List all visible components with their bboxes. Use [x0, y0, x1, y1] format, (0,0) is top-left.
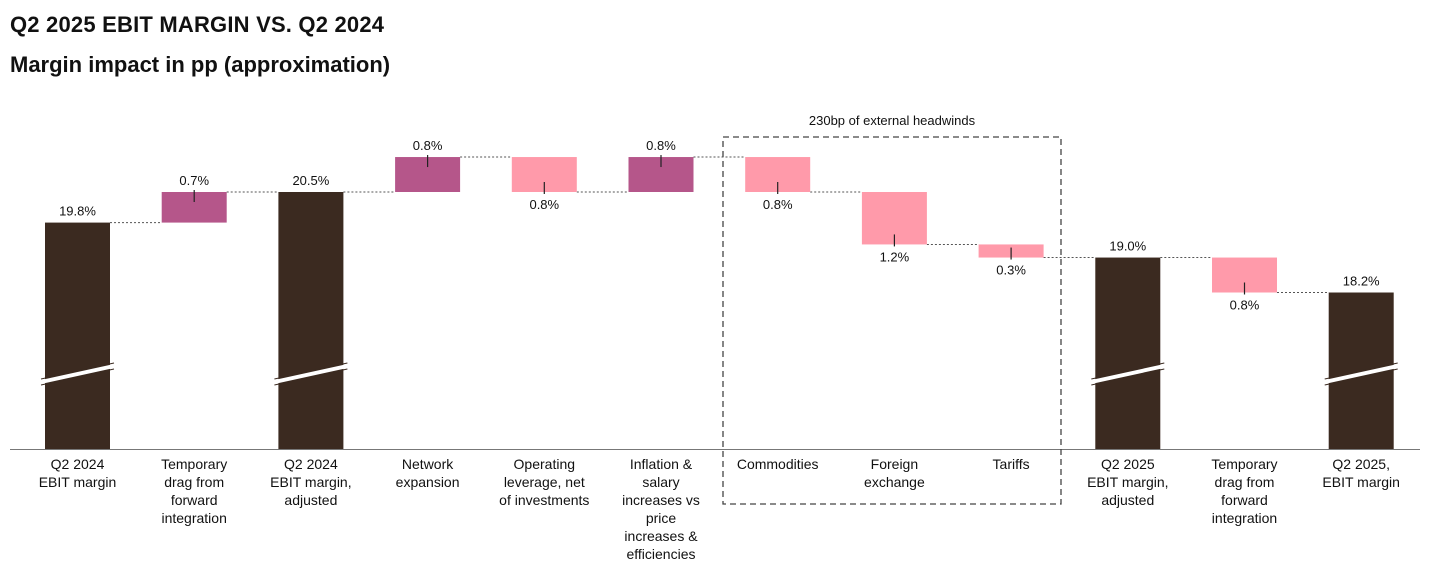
value-label: 20.5%	[292, 173, 329, 188]
category-label: Q2 2025 EBIT margin, adjusted	[1087, 456, 1169, 508]
axis-break-line	[40, 362, 115, 380]
headwinds-annotation: 230bp of external headwinds	[809, 113, 976, 128]
chart-title: Q2 2025 EBIT MARGIN VS. Q2 2024	[10, 12, 385, 37]
axis-break-line	[1324, 368, 1398, 386]
value-label: 0.8%	[413, 138, 443, 153]
chart-subtitle: Margin impact in pp (approximation)	[10, 52, 391, 77]
category-label: Q2 2025, EBIT margin	[1322, 456, 1400, 490]
bar-total	[45, 222, 110, 449]
axis-break-line	[40, 368, 115, 386]
category-label: Network expansion	[395, 456, 460, 490]
category-label: Temporary drag from forward integration	[161, 456, 228, 526]
category-label: Q2 2024 EBIT margin	[38, 456, 117, 490]
axis-break-line	[274, 368, 348, 386]
axis-break-gap	[1324, 364, 1398, 384]
axis-break-line	[274, 362, 348, 380]
value-label: 19.0%	[1109, 239, 1146, 254]
axis-break-gap	[274, 364, 348, 384]
category-label: Commodities	[736, 456, 819, 472]
category-label: Operating leverage, net of investments	[499, 456, 590, 508]
axis-break-line	[1091, 362, 1165, 380]
axis-break-line	[1324, 362, 1398, 380]
bar-total	[1095, 257, 1161, 449]
category-label: Foreign exchange	[864, 456, 925, 490]
category-label: Q2 2024 EBIT margin, adjusted	[270, 456, 352, 508]
value-label: 0.7%	[179, 173, 209, 188]
value-label: 0.8%	[529, 197, 559, 212]
value-label: 0.8%	[763, 197, 793, 212]
value-label: 19.8%	[59, 204, 96, 219]
value-label: 1.2%	[880, 249, 910, 264]
category-label: Inflation & salary increases vs price increa…	[622, 456, 700, 562]
value-label: 0.8%	[1230, 298, 1260, 313]
value-label: 0.3%	[996, 263, 1026, 278]
value-label: 18.2%	[1343, 274, 1380, 289]
bar-total	[278, 192, 344, 449]
category-label: Tariffs	[992, 456, 1030, 472]
category-label: Temporary drag from forward integration	[1211, 456, 1278, 526]
headwinds-box	[722, 136, 1062, 505]
axis-break-gap	[41, 364, 114, 384]
axis-break-gap	[1091, 364, 1165, 384]
value-label: 0.8%	[646, 138, 676, 153]
axis-break-line	[1091, 368, 1165, 386]
